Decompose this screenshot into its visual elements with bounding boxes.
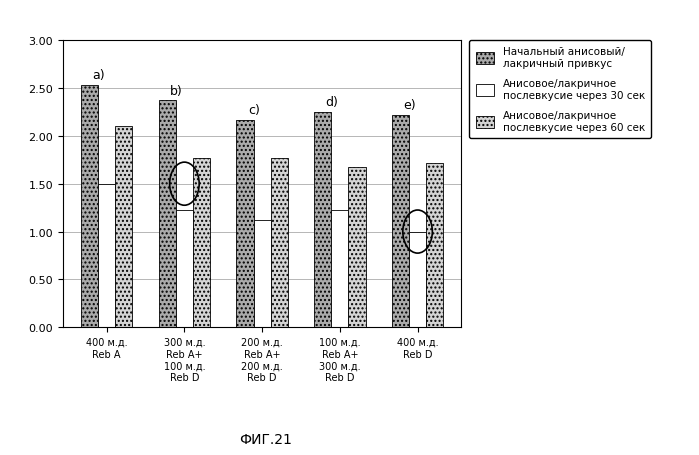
Bar [271, 158, 288, 328]
Bar [115, 127, 132, 328]
Legend: Начальный анисовый/
лакричный привкус, Анисовое/лакричное
послевкусие через 30 с: Начальный анисовый/ лакричный привкус, А… [469, 41, 651, 139]
Bar [409, 232, 426, 328]
Bar [315, 112, 331, 328]
Bar [426, 163, 443, 328]
Bar [193, 158, 210, 328]
Bar [254, 221, 271, 328]
Text: a): a) [92, 69, 106, 82]
Bar [392, 116, 409, 328]
Bar [98, 184, 115, 328]
Bar [236, 120, 254, 328]
Text: c): c) [248, 103, 260, 116]
Text: ФИГ.21: ФИГ.21 [239, 432, 292, 446]
Text: d): d) [326, 96, 338, 109]
Text: e): e) [403, 99, 416, 111]
Bar [348, 168, 366, 328]
Bar [176, 211, 193, 328]
Bar [159, 101, 176, 328]
Text: b): b) [171, 84, 183, 97]
Bar [331, 211, 348, 328]
Bar [81, 86, 98, 328]
